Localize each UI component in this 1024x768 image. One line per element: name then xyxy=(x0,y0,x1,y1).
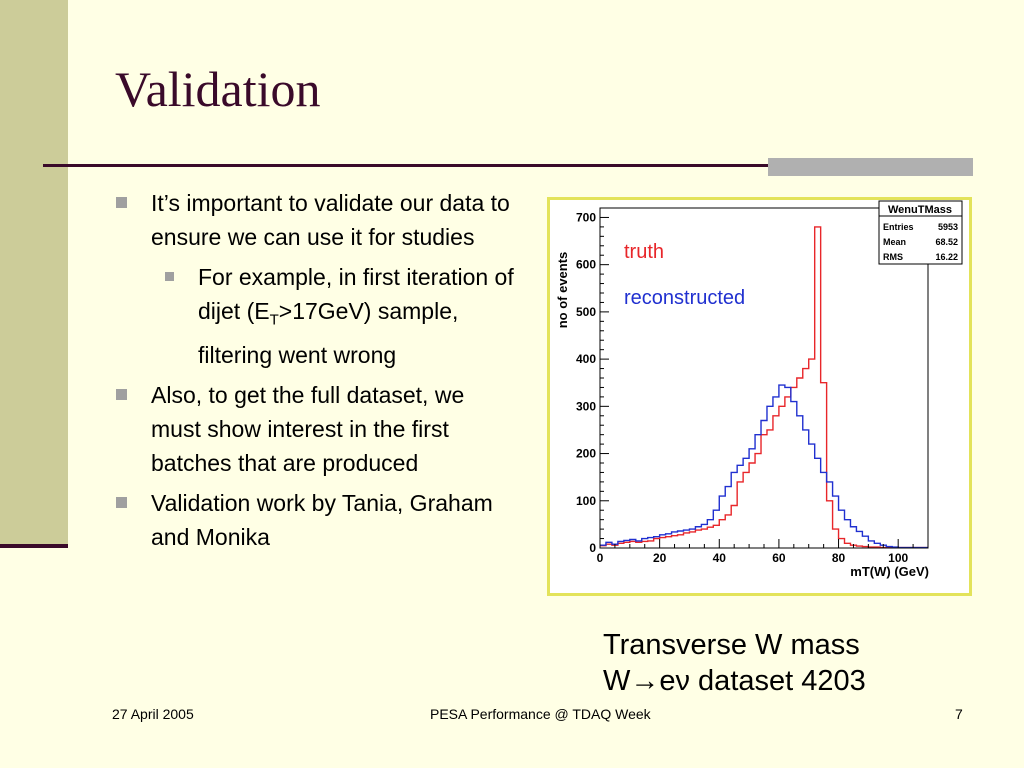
x-tick-label: 20 xyxy=(653,551,667,565)
x-tick-label: 100 xyxy=(888,551,908,565)
y-tick-label: 400 xyxy=(576,352,596,366)
x-axis-label: mT(W) (GeV) xyxy=(850,564,929,579)
bullet-square-icon xyxy=(116,496,127,508)
bullet-square-icon xyxy=(116,388,127,400)
x-tick-label: 0 xyxy=(597,551,604,565)
bullet-square-icon xyxy=(116,197,127,208)
stats-label: Mean xyxy=(883,237,906,247)
left-sidebar-rule xyxy=(0,544,68,548)
stats-value: 5953 xyxy=(938,222,958,232)
y-tick-label: 0 xyxy=(589,541,596,555)
y-tick-label: 300 xyxy=(576,399,596,413)
stats-value: 68.52 xyxy=(935,237,958,247)
series-reconstructed-histogram xyxy=(600,384,928,549)
sub-bullet-text-post: >17GeV) sample, filtering went wrong xyxy=(198,298,459,368)
y-tick-label: 100 xyxy=(576,494,596,508)
caption-line: Transverse W mass xyxy=(603,629,860,661)
sub-bullet-item: For example, in first iteration of dijet… xyxy=(165,260,516,372)
stats-box: WenuTMass Entries 5953 Mean 68.52 RMS 16… xyxy=(878,200,963,265)
footer-page-number: 7 xyxy=(955,706,963,722)
stats-value: 16.22 xyxy=(935,252,958,262)
bullet-item: It’s important to validate our data to e… xyxy=(116,186,516,254)
footer-date: 27 April 2005 xyxy=(112,706,194,722)
slide-title: Validation xyxy=(115,61,321,117)
x-tick-label: 80 xyxy=(832,551,846,565)
series-truth-histogram xyxy=(600,226,928,549)
mass-histogram-chart: 0 100 200 300 400 500 600 700 0 20 40 60 80 100 no of… xyxy=(550,200,969,593)
stats-title: WenuTMass xyxy=(888,204,952,216)
bullet-item: Also, to get the full dataset, we must s… xyxy=(116,378,516,480)
y-tick-label: 200 xyxy=(576,447,596,461)
bullet-square-icon xyxy=(165,272,174,281)
x-tick-label: 40 xyxy=(713,551,727,565)
figure-caption: Transverse W mass W→eν dataset 4203 xyxy=(603,627,866,699)
bullet-list: It’s important to validate our data to e… xyxy=(116,186,516,560)
y-tick-label: 500 xyxy=(576,305,596,319)
subscript-t: T xyxy=(269,311,279,329)
footer-title: PESA Performance @ TDAQ Week xyxy=(430,706,651,722)
sub-bullet-text-pre: For example, in first iteration of dijet… xyxy=(198,264,514,324)
title-accent-block xyxy=(768,158,973,176)
legend-truth: truth xyxy=(624,241,664,263)
bullet-text: Validation work by Tania, Graham and Mon… xyxy=(151,489,493,550)
bullet-text: Also, to get the full dataset, we must s… xyxy=(151,381,465,476)
left-sidebar-band xyxy=(0,0,68,546)
y-tick-label: 700 xyxy=(576,210,596,224)
title-rule xyxy=(43,164,973,167)
bullet-item: Validation work by Tania, Graham and Mon… xyxy=(116,486,516,554)
x-tick-label: 60 xyxy=(772,551,786,565)
y-tick-label: 600 xyxy=(576,258,596,272)
histogram-panel: 0 100 200 300 400 500 600 700 0 20 40 60 80 100 no of… xyxy=(547,197,972,596)
stats-label: RMS xyxy=(883,252,903,262)
caption-line: W→eν dataset 4203 xyxy=(603,665,866,697)
y-axis-label: no of events xyxy=(555,252,570,329)
stats-label: Entries xyxy=(883,222,914,232)
bullet-text: It’s important to validate our data to e… xyxy=(151,190,510,250)
legend-reconstructed: reconstructed xyxy=(624,287,745,309)
